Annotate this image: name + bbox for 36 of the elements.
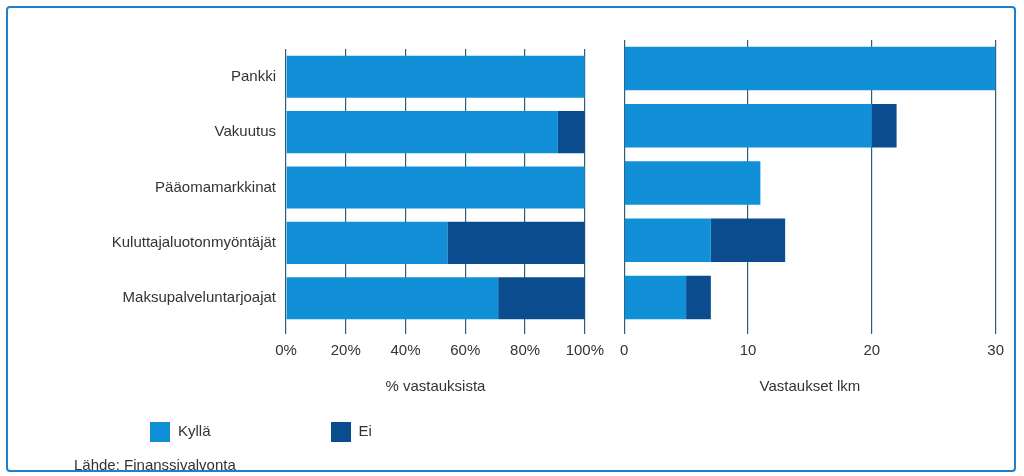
bar bbox=[624, 46, 996, 91]
bar bbox=[686, 275, 711, 320]
bar bbox=[624, 161, 761, 205]
text: Lähde: Finanssivalvonta bbox=[74, 456, 236, 473]
y-tick-label: Pääomamarkkinat bbox=[155, 177, 277, 195]
y-tick-label: Maksupalveluntarjoajat bbox=[122, 288, 277, 306]
y-tick-label: Kuluttajaluotonmyöntäjät bbox=[111, 233, 277, 251]
bar bbox=[286, 166, 585, 209]
bar bbox=[286, 221, 448, 264]
bar bbox=[624, 218, 711, 262]
x-tick-label: 10 bbox=[739, 341, 757, 359]
bar bbox=[624, 104, 872, 148]
y-tick-label: Vakuutus bbox=[214, 122, 276, 140]
x-tick-label: 100% bbox=[565, 341, 605, 359]
legend-label: Kyllä bbox=[177, 422, 211, 441]
bar bbox=[286, 277, 499, 320]
x-tick-label: 20 bbox=[863, 341, 881, 359]
y-tick-label: Pankki bbox=[230, 66, 276, 84]
bar bbox=[286, 111, 558, 154]
x-tick-label: 60% bbox=[450, 341, 481, 359]
bar bbox=[557, 111, 585, 154]
legend-label: Ei bbox=[357, 422, 372, 441]
bar bbox=[447, 221, 585, 264]
bar bbox=[710, 218, 786, 262]
x-tick-label: 30 bbox=[987, 341, 1004, 359]
x-tick-label: 40% bbox=[390, 341, 421, 359]
bar bbox=[624, 275, 687, 320]
x-tick-label: 80% bbox=[510, 341, 541, 359]
x-axis-title: % vastauksista bbox=[385, 377, 487, 395]
bar bbox=[498, 277, 585, 320]
bar bbox=[871, 104, 897, 148]
x-tick-label: 0 bbox=[620, 341, 629, 359]
bar bbox=[286, 55, 585, 98]
x-tick-label: 20% bbox=[330, 341, 361, 359]
x-axis-title: Vastaukset lkm bbox=[759, 377, 861, 395]
x-tick-label: 0% bbox=[275, 341, 297, 359]
